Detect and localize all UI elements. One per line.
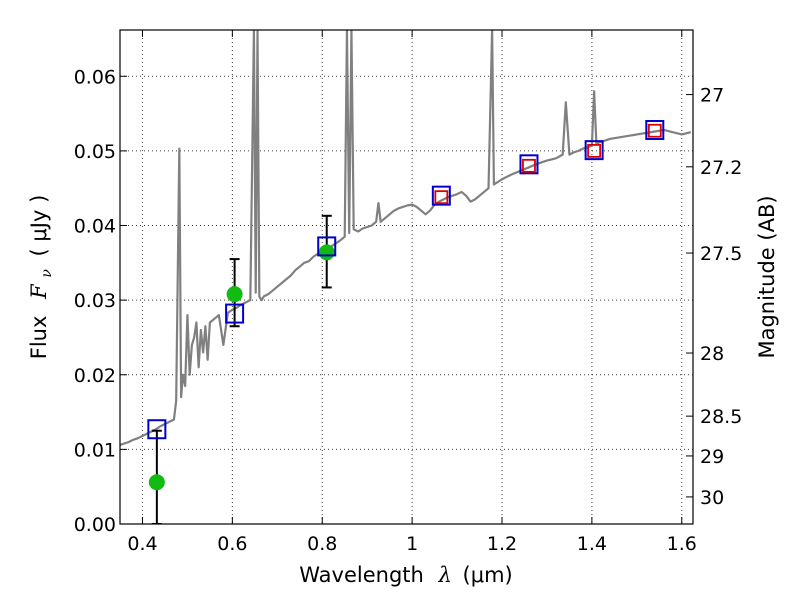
y-axis-title: Flux F ν ( μJy ): [27, 195, 56, 360]
model-box: [645, 119, 665, 140]
plot-area: [120, 30, 692, 524]
grid-lines: [120, 30, 693, 525]
plot-frame: [119, 29, 694, 525]
y-axis-symbol: F: [27, 283, 51, 300]
y-axis-left: 0.00 0.01 0.02 0.03 0.04 0.05 0.06: [74, 66, 127, 536]
x-tick-label: 1.6: [667, 533, 697, 555]
y2-tick-label: 30: [700, 487, 724, 509]
y2-tick-label: 27: [700, 85, 724, 107]
y-axis-right: 27 27.2 27.5 28 28.5 29 30: [686, 85, 742, 509]
model-box: [431, 185, 451, 206]
x-tick-label: 0.8: [307, 533, 337, 555]
y-tick-label: 0.03: [74, 290, 116, 312]
x-tick-label: 1.2: [487, 533, 517, 555]
y2-tick-label: 29: [700, 446, 724, 468]
observed-box: [587, 143, 602, 158]
detection-point: [148, 474, 165, 491]
model-box: [519, 154, 539, 175]
model-box: [317, 236, 337, 257]
detection-point: [226, 286, 243, 303]
model-box: [147, 419, 167, 440]
x-axis-label: Wavelength: [299, 563, 424, 587]
observed-box: [434, 190, 449, 205]
y2-axis-title: Magnitude (AB): [755, 195, 779, 358]
y-axis-label: Flux: [27, 316, 51, 360]
model-box: [225, 303, 245, 324]
observed-photometry-boxes: [434, 123, 662, 205]
x-tick-label: 1.4: [577, 533, 607, 555]
observed-box: [647, 123, 662, 138]
y-axis-subscript: ν: [39, 269, 55, 278]
x-axis: 0.4 0.6 0.8 1 1.2 1.4 1.6: [127, 30, 697, 555]
y-tick-label: 0.06: [74, 66, 116, 88]
y-axis-unit: ( μJy ): [27, 195, 51, 257]
y2-tick-label: 27.5: [700, 243, 742, 265]
model-box: [584, 140, 604, 161]
x-axis-title: Wavelength λ (μm): [299, 563, 512, 587]
y-tick-label: 0.01: [74, 439, 116, 461]
y-tick-label: 0.00: [74, 514, 116, 536]
y2-tick-label: 28: [700, 343, 724, 365]
x-tick-label: 1: [406, 533, 418, 555]
x-axis-symbol: λ: [438, 563, 452, 587]
y2-tick-label: 27.2: [700, 157, 742, 179]
x-axis-unit: (μm): [463, 563, 513, 587]
detection-point: [318, 244, 335, 261]
y-tick-label: 0.02: [74, 365, 116, 387]
y-tick-label: 0.05: [74, 141, 116, 163]
y-tick-label: 0.04: [74, 216, 116, 238]
x-tick-label: 0.4: [127, 533, 157, 555]
model-photometry-boxes: [147, 119, 665, 440]
observed-box: [522, 158, 536, 173]
y2-tick-label: 28.5: [700, 406, 742, 428]
x-tick-label: 0.6: [217, 533, 247, 555]
spectrum-line: [120, 30, 692, 446]
